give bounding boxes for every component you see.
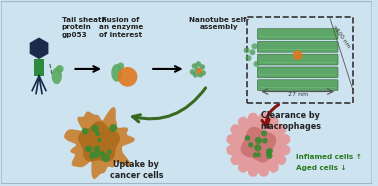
Circle shape <box>261 130 267 136</box>
Circle shape <box>243 47 249 53</box>
Circle shape <box>266 149 272 154</box>
Circle shape <box>267 148 273 154</box>
Polygon shape <box>78 121 120 162</box>
Circle shape <box>107 149 112 154</box>
FancyBboxPatch shape <box>257 67 338 78</box>
FancyBboxPatch shape <box>257 80 338 91</box>
Circle shape <box>266 153 273 159</box>
Circle shape <box>193 72 198 78</box>
Circle shape <box>245 135 250 141</box>
Circle shape <box>254 144 262 151</box>
Polygon shape <box>30 37 48 59</box>
Circle shape <box>117 62 124 69</box>
Circle shape <box>200 64 205 70</box>
Circle shape <box>293 50 303 60</box>
FancyArrowPatch shape <box>262 105 279 127</box>
Circle shape <box>89 152 96 159</box>
Circle shape <box>249 49 256 55</box>
FancyBboxPatch shape <box>257 41 338 52</box>
Circle shape <box>198 72 203 78</box>
FancyBboxPatch shape <box>1 1 372 184</box>
Circle shape <box>197 68 202 74</box>
Circle shape <box>190 69 195 75</box>
Circle shape <box>246 55 251 61</box>
Circle shape <box>192 63 197 69</box>
Circle shape <box>118 67 137 87</box>
Text: Aged cells ↓: Aged cells ↓ <box>296 165 346 171</box>
Circle shape <box>85 146 91 152</box>
Text: Nanotube self-
assembly: Nanotube self- assembly <box>189 17 249 30</box>
Text: >100 nm: >100 nm <box>331 24 351 49</box>
Polygon shape <box>34 59 44 76</box>
Circle shape <box>100 151 105 155</box>
Circle shape <box>256 152 261 157</box>
FancyArrowPatch shape <box>133 88 206 122</box>
Text: Fusion of
an enzyme
of interest: Fusion of an enzyme of interest <box>99 17 143 38</box>
Circle shape <box>262 138 268 144</box>
Circle shape <box>93 146 101 153</box>
Circle shape <box>248 142 254 147</box>
Circle shape <box>86 146 92 152</box>
Circle shape <box>94 151 100 158</box>
Circle shape <box>251 43 257 49</box>
Text: Tail sheath
protein
gp053: Tail sheath protein gp053 <box>62 17 107 38</box>
Circle shape <box>101 153 110 162</box>
Circle shape <box>82 128 88 135</box>
Circle shape <box>91 125 99 132</box>
Circle shape <box>266 150 272 156</box>
Circle shape <box>195 67 200 73</box>
Polygon shape <box>51 68 62 84</box>
Circle shape <box>95 131 100 136</box>
FancyBboxPatch shape <box>257 29 338 39</box>
Polygon shape <box>64 107 135 179</box>
Circle shape <box>100 151 104 156</box>
Circle shape <box>253 61 259 67</box>
Text: Uptake by
cancer cells: Uptake by cancer cells <box>110 160 163 180</box>
Polygon shape <box>111 64 122 82</box>
Circle shape <box>255 137 262 144</box>
Circle shape <box>56 65 64 73</box>
Text: 27 nm: 27 nm <box>288 92 308 97</box>
Polygon shape <box>226 113 290 177</box>
Circle shape <box>201 70 206 76</box>
Circle shape <box>98 138 102 142</box>
Text: Clearance by
macrophages: Clearance by macrophages <box>260 111 321 131</box>
Polygon shape <box>240 127 276 162</box>
Text: Inflamed cells ↑: Inflamed cells ↑ <box>296 154 362 161</box>
Circle shape <box>195 61 201 67</box>
FancyBboxPatch shape <box>257 54 338 65</box>
Circle shape <box>109 124 117 132</box>
Circle shape <box>253 152 258 157</box>
